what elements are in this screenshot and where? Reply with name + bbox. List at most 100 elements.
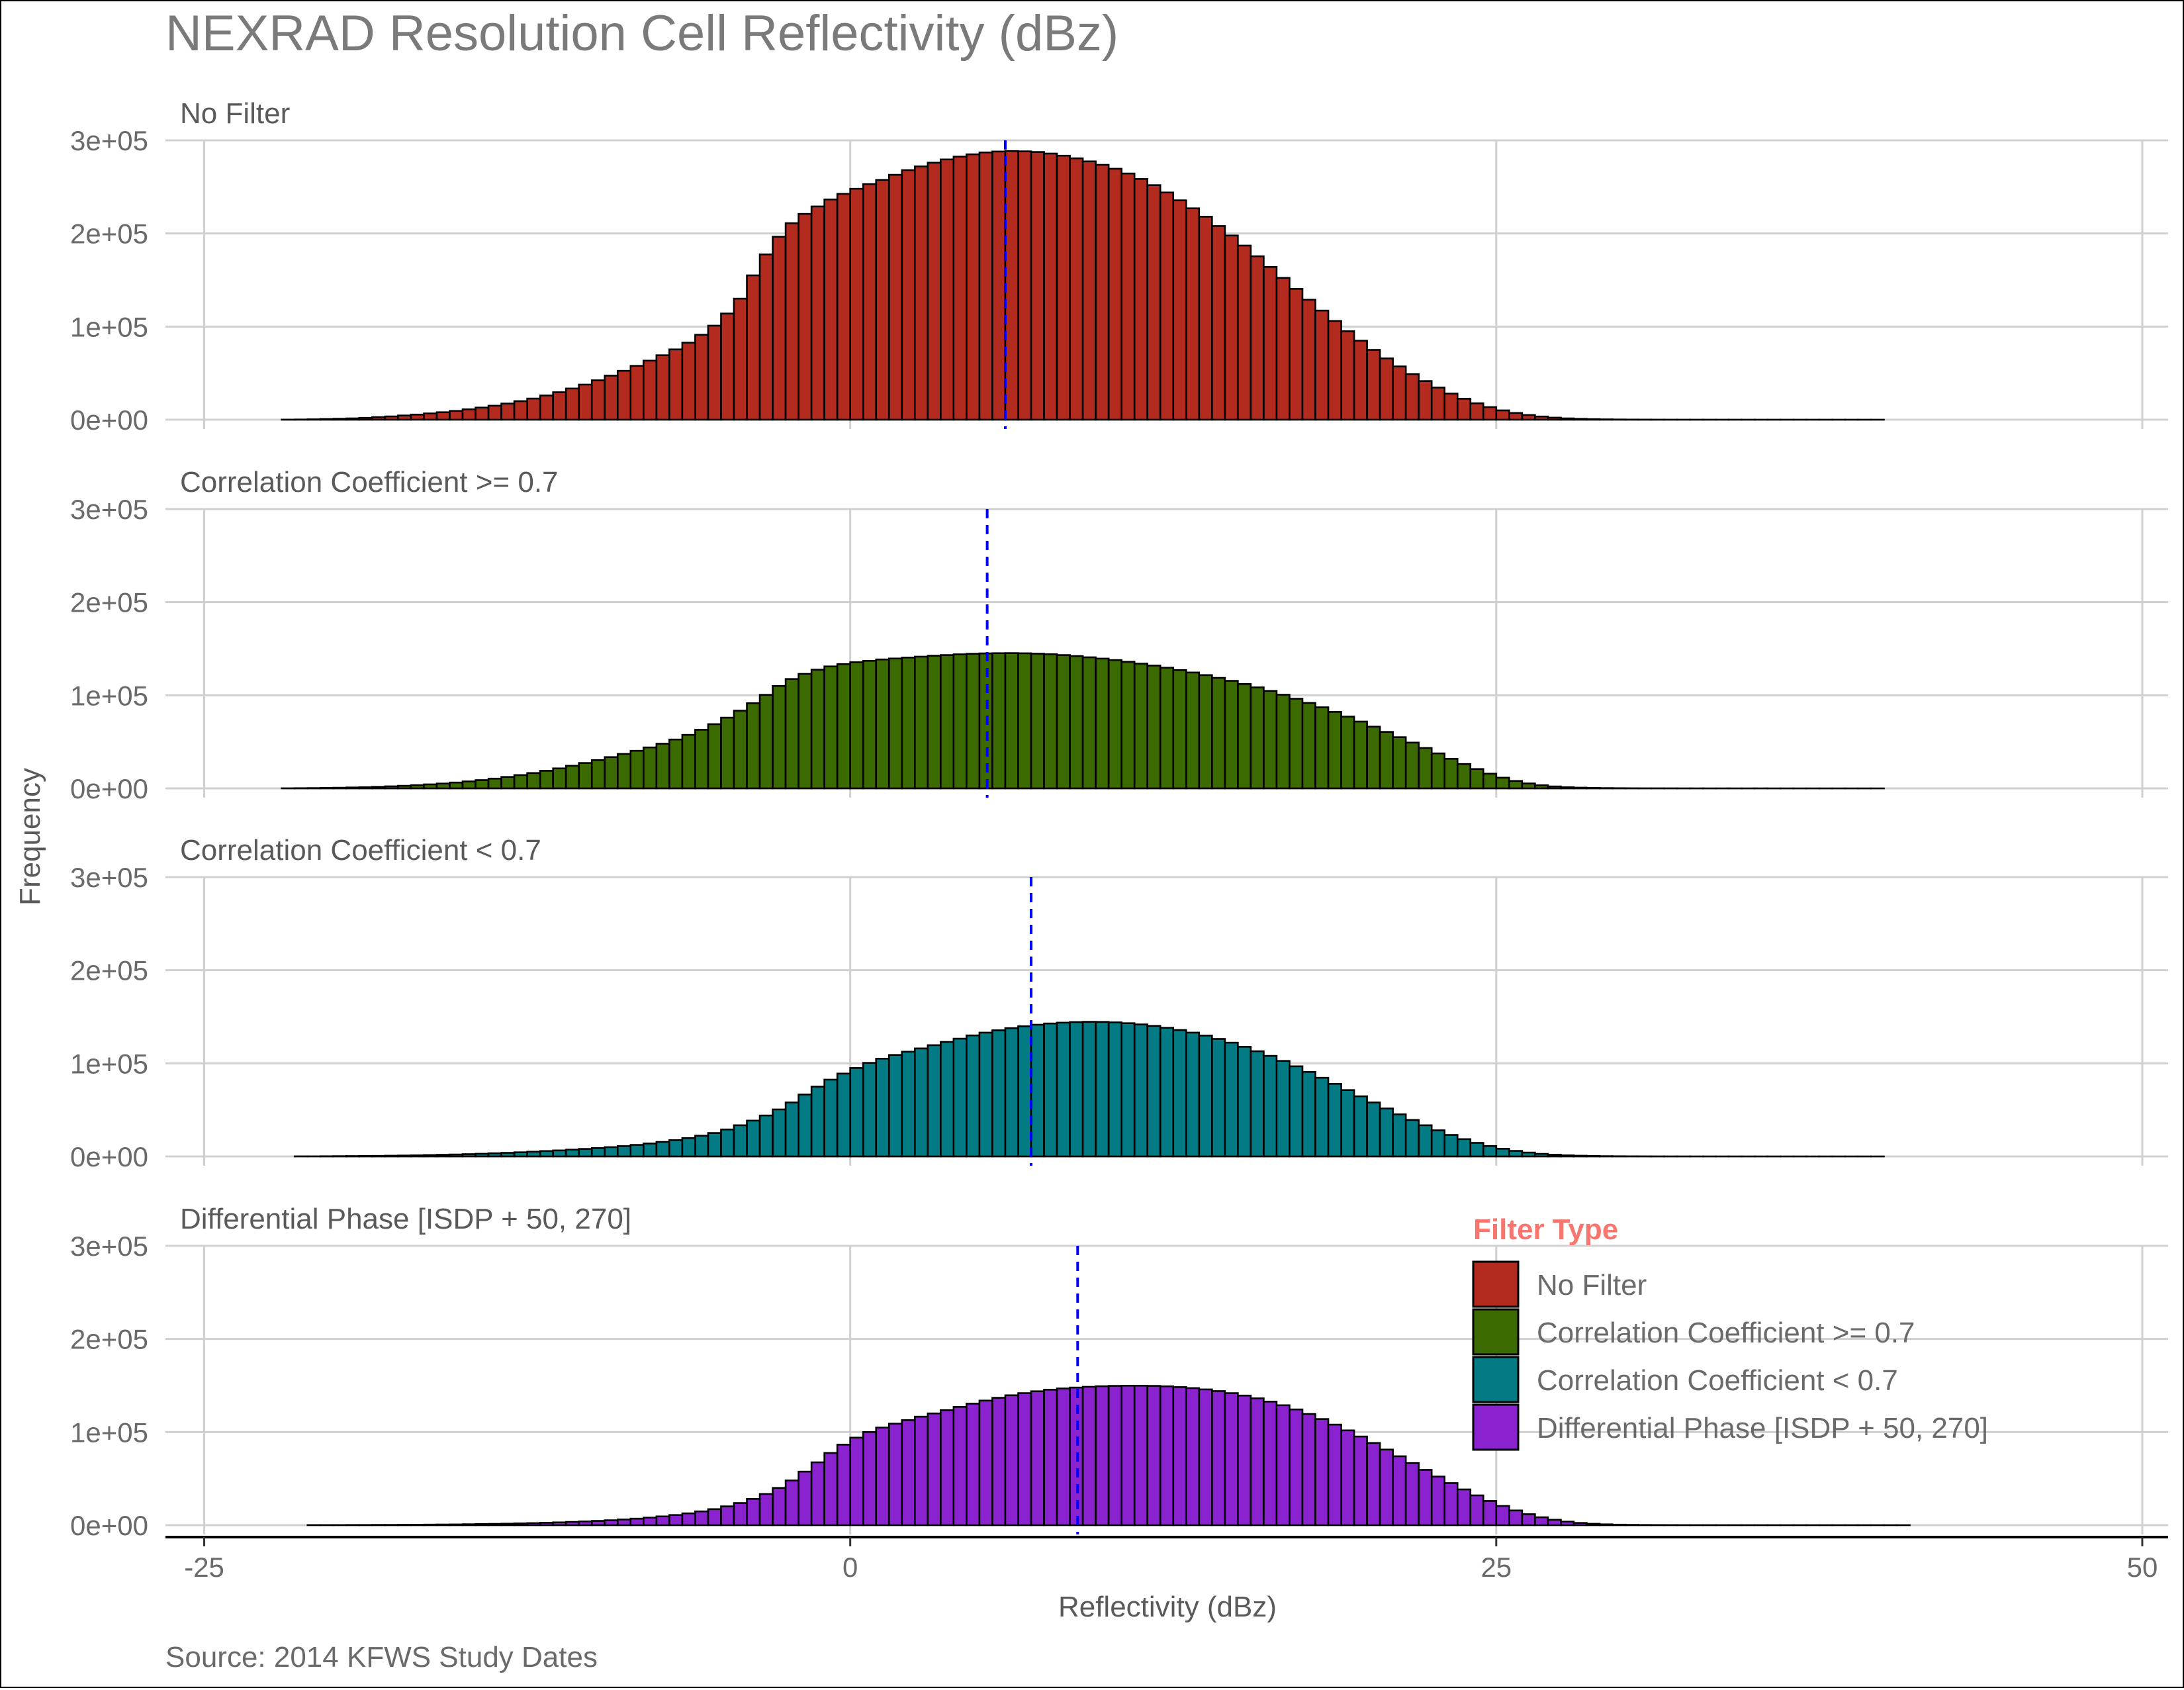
histogram-bar — [605, 757, 618, 788]
histogram-bar — [1483, 1501, 1496, 1525]
histogram-bar — [527, 1152, 541, 1156]
histogram-bar — [1393, 1456, 1406, 1525]
histogram-bar — [1522, 784, 1535, 788]
histogram-bar — [682, 735, 696, 788]
histogram-bar — [437, 1154, 450, 1156]
histogram-bar — [1406, 1463, 1419, 1525]
histogram-bar — [1432, 1477, 1445, 1525]
histogram-bar — [1316, 707, 1329, 788]
y-tick-label: 3e+05 — [70, 125, 148, 156]
histogram-bar — [940, 160, 954, 420]
histogram-bar — [1070, 158, 1083, 420]
histogram-bar — [1277, 1405, 1290, 1525]
histogram-bar — [617, 1146, 631, 1156]
y-tick-label: 2e+05 — [70, 1324, 148, 1355]
histogram-bar — [1238, 1395, 1251, 1525]
histogram-bar — [889, 1055, 902, 1156]
histogram-bar — [1432, 387, 1445, 420]
histogram-bar — [1380, 358, 1393, 420]
histogram-bar — [540, 395, 553, 420]
histogram-bar — [837, 1444, 850, 1525]
chart-title: NEXRAD Resolution Cell Reflectivity (dBz… — [165, 5, 1118, 62]
histogram-bar — [1316, 1078, 1329, 1156]
histogram-bar — [1419, 748, 1432, 788]
histogram-bar — [514, 1523, 527, 1525]
chart-caption: Source: 2014 KFWS Study Dates — [165, 1641, 598, 1673]
histogram-bar — [527, 399, 541, 420]
histogram-bar — [708, 724, 721, 788]
histogram-bar — [1316, 310, 1329, 420]
histogram-bar — [954, 1407, 967, 1525]
histogram-bar — [1263, 267, 1277, 420]
y-tick-label: 3e+05 — [70, 494, 148, 525]
histogram-bar — [1535, 416, 1548, 420]
histogram-bar — [954, 157, 967, 420]
histogram-bar — [1005, 151, 1019, 420]
histogram-bar — [1509, 1151, 1522, 1156]
histogram-bar — [631, 366, 644, 420]
histogram-bar — [786, 1480, 799, 1525]
histogram-bar — [889, 1424, 902, 1525]
histogram-bar — [1522, 1152, 1535, 1156]
histogram-bar — [669, 1515, 682, 1525]
histogram-bar — [566, 1522, 579, 1525]
histogram-bar — [1005, 1028, 1019, 1156]
histogram-bar — [889, 175, 902, 420]
histogram-bar — [695, 729, 708, 788]
histogram-bar — [1238, 1047, 1251, 1156]
histogram-bar — [1109, 169, 1122, 420]
legend-swatch — [1473, 1405, 1518, 1450]
histogram-bar — [850, 1438, 864, 1525]
histogram-bar — [1367, 1102, 1381, 1156]
histogram-bar — [747, 703, 760, 788]
histogram-bar — [734, 711, 747, 788]
histogram-bar — [902, 657, 915, 788]
histogram-bar — [553, 1523, 567, 1525]
histogram-bar — [1302, 300, 1316, 420]
histogram-bar — [1342, 1431, 1355, 1525]
histogram-bar — [1302, 1414, 1316, 1525]
histogram-bar — [488, 1524, 502, 1525]
histogram-bar — [1561, 418, 1574, 420]
histogram-bar — [1277, 278, 1290, 420]
histogram-bar — [992, 1030, 1005, 1156]
histogram-bar — [617, 371, 631, 420]
histogram-bar — [1083, 1022, 1096, 1156]
histogram-bar — [1354, 341, 1367, 420]
histogram-bar — [734, 299, 747, 420]
histogram-bar — [773, 686, 786, 788]
histogram-bar — [1096, 1386, 1109, 1525]
facet-strip-label: Differential Phase [ISDP + 50, 270] — [180, 1203, 631, 1235]
histogram-bar — [1199, 1389, 1212, 1525]
histogram-bar — [566, 1150, 579, 1156]
facet-strip-label: Correlation Coefficient >= 0.7 — [180, 466, 559, 498]
histogram-bar — [1018, 1026, 1031, 1156]
histogram-bar — [463, 409, 476, 420]
histogram-bar — [669, 739, 682, 788]
histogram-bar — [643, 1143, 657, 1156]
facet-panel: Correlation Coefficient >= 0.70e+001e+05… — [70, 466, 2168, 804]
histogram-bar — [1186, 1033, 1199, 1156]
histogram-bar — [966, 1403, 979, 1525]
histogram-bar — [708, 1133, 721, 1156]
histogram-bar — [669, 1140, 682, 1156]
histogram-bar — [398, 786, 411, 788]
histogram-bar — [643, 747, 657, 788]
histogram-bar — [334, 419, 347, 420]
histogram-bar — [527, 1523, 541, 1525]
histogram-bar — [721, 314, 734, 420]
histogram-bar — [411, 414, 424, 420]
histogram-bar — [540, 771, 553, 788]
histogram-bar — [631, 1519, 644, 1525]
histogram-bar — [1148, 1386, 1161, 1525]
histogram-bar — [605, 1147, 618, 1156]
histogram-bar — [1031, 1391, 1044, 1525]
histogram-bar — [502, 404, 515, 420]
histogram-bar — [631, 1145, 644, 1156]
histogram-bar — [721, 718, 734, 788]
histogram-bar — [1005, 653, 1019, 788]
histogram-bar — [1186, 209, 1199, 420]
y-tick-label: 0e+00 — [70, 404, 148, 436]
histogram-bar — [799, 214, 812, 420]
